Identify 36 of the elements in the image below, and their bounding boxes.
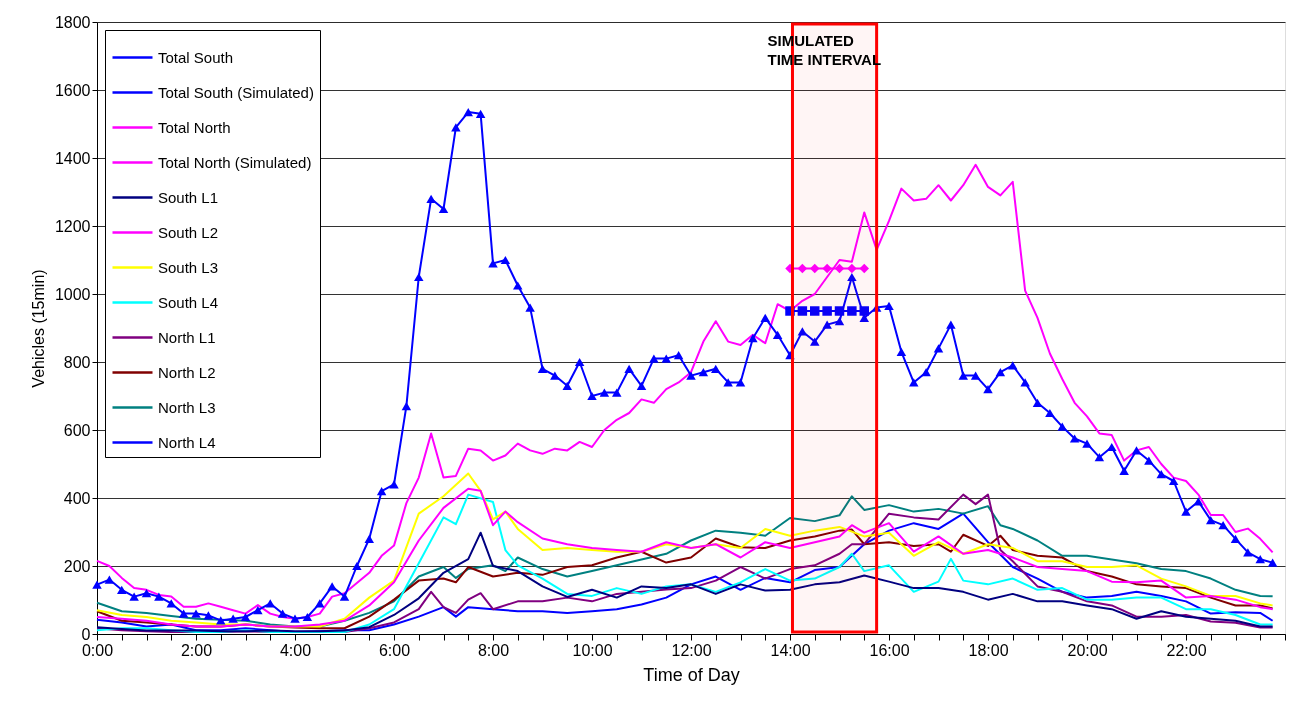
x-tick-label: 20:00 xyxy=(1067,641,1108,659)
x-tick-label: 4:00 xyxy=(279,641,312,659)
y-tick-label: 800 xyxy=(63,353,91,371)
legend-label: South L3 xyxy=(158,258,219,276)
y-tick-label: 1000 xyxy=(54,285,91,303)
legend-label: Total South (Simulated) xyxy=(158,83,314,101)
y-tick-label: 1800 xyxy=(54,13,91,31)
legend-label: Total North (Simulated) xyxy=(158,153,312,171)
legend-label: South L4 xyxy=(158,293,219,311)
legend-label: Total South xyxy=(158,48,234,66)
x-tick-label: 18:00 xyxy=(968,641,1009,659)
x-axis-title: Time of Day xyxy=(643,664,740,685)
x-tick-label: 10:00 xyxy=(572,641,613,659)
y-tick-label: 1400 xyxy=(54,149,91,167)
legend-label: South L2 xyxy=(158,223,219,241)
legend-label: North L2 xyxy=(158,363,216,381)
legend-label: North L1 xyxy=(158,328,216,346)
y-axis-title: Vehicles (15min) xyxy=(29,269,47,388)
legend-label: Total North xyxy=(158,118,231,136)
x-tick-label: 8:00 xyxy=(477,641,510,659)
x-tick-label: 12:00 xyxy=(671,641,712,659)
x-tick-label: 6:00 xyxy=(378,641,411,659)
x-tick-label: 0:00 xyxy=(81,641,114,659)
y-tick-label: 0 xyxy=(81,625,91,643)
y-tick-label: 1200 xyxy=(54,217,91,235)
legend-label: North L3 xyxy=(158,398,216,416)
x-tick-label: 2:00 xyxy=(180,641,213,659)
y-tick-label: 200 xyxy=(63,557,91,575)
legend-label: South L1 xyxy=(158,188,219,206)
y-tick-label: 600 xyxy=(63,421,91,439)
x-tick-label: 16:00 xyxy=(869,641,910,659)
y-tick-label: 400 xyxy=(63,489,91,507)
x-tick-label: 22:00 xyxy=(1166,641,1207,659)
x-tick-label: 14:00 xyxy=(770,641,811,659)
legend-label: North L4 xyxy=(158,433,216,451)
y-tick-label: 1600 xyxy=(54,81,91,99)
